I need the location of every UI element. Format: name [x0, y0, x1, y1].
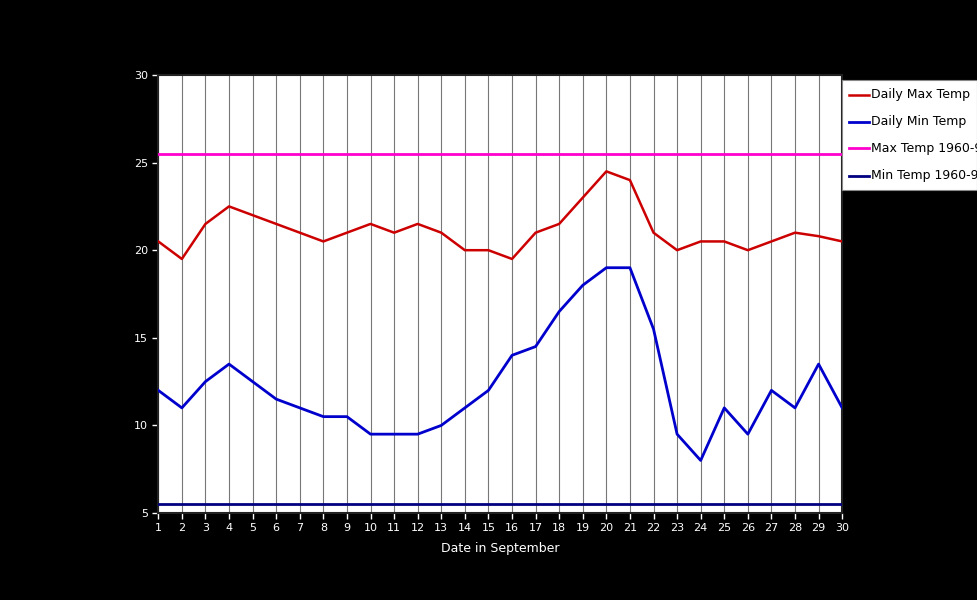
Text: Daily Max Temp: Daily Max Temp — [871, 88, 970, 101]
Text: Daily Min Temp: Daily Min Temp — [871, 115, 966, 128]
Text: September 2014: September 2014 — [443, 47, 558, 61]
Text: Min Temp 1960-90: Min Temp 1960-90 — [871, 169, 977, 182]
Text: Max Temp 1960-90: Max Temp 1960-90 — [871, 142, 977, 155]
X-axis label: Date in September: Date in September — [441, 542, 560, 555]
Text: Payhembury Temperatures: Payhembury Temperatures — [406, 26, 594, 40]
